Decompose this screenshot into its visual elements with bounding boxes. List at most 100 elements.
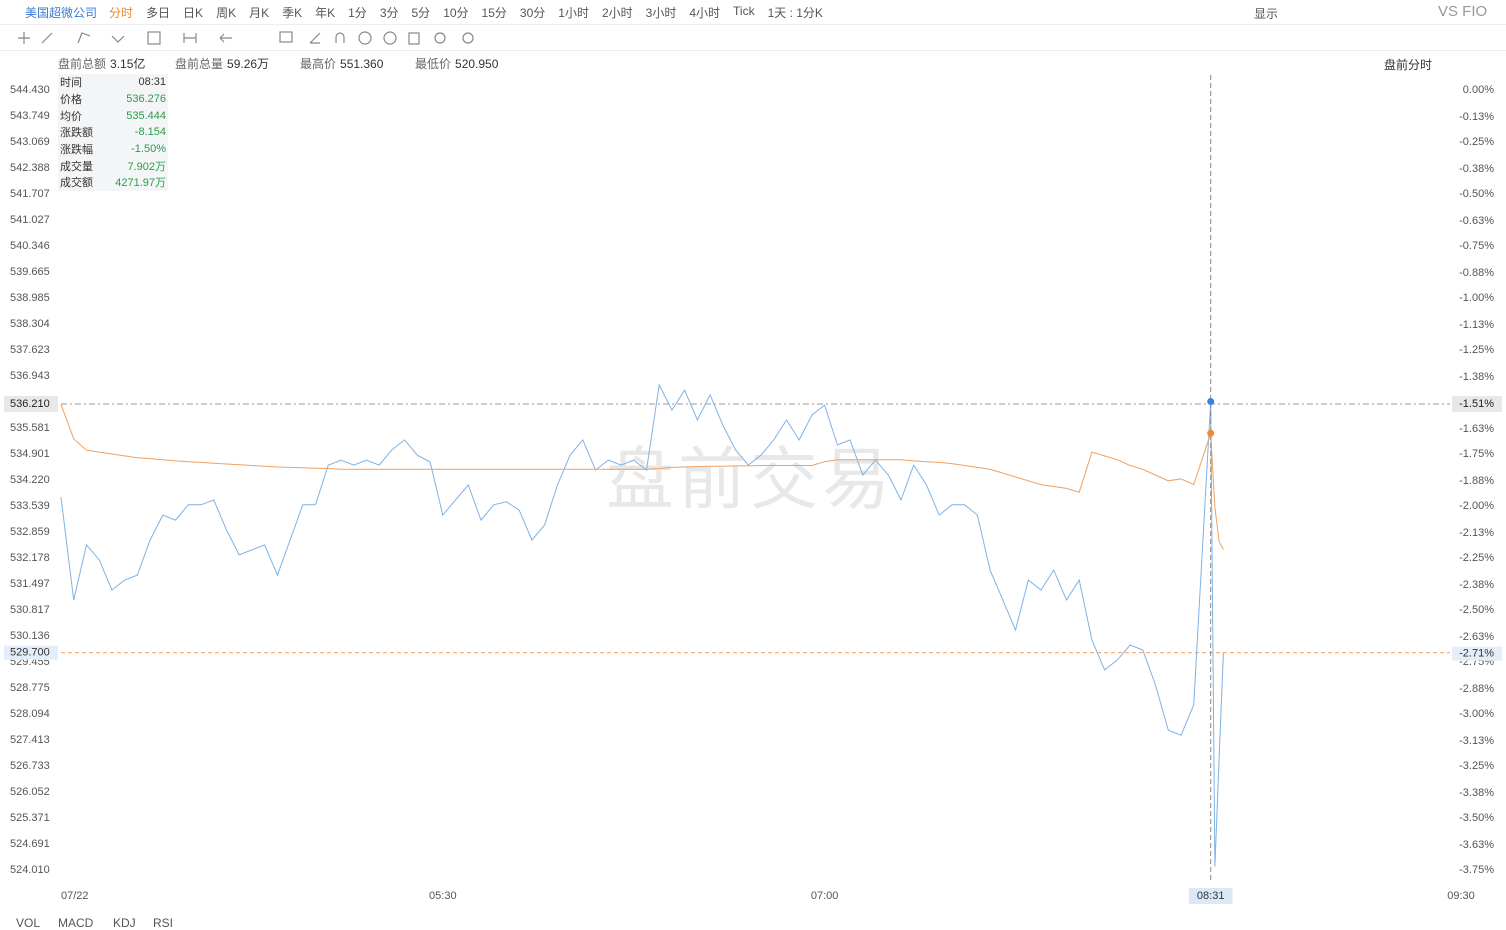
info-value: 4271.97万 bbox=[115, 177, 166, 190]
y-tick-label: 534.220 bbox=[10, 474, 50, 486]
pen-icon[interactable] bbox=[77, 32, 91, 44]
y2-tick-label: -0.75% bbox=[1459, 240, 1494, 252]
indicator-tab[interactable]: MACD bbox=[58, 916, 94, 930]
y-tick-label: 534.901 bbox=[10, 448, 50, 460]
y2-tick-label: 0.00% bbox=[1463, 84, 1494, 96]
reference-pct-bg bbox=[1452, 646, 1502, 661]
move-icon[interactable] bbox=[18, 32, 30, 44]
y-tick-label: 538.985 bbox=[10, 292, 50, 304]
watermark: 盘前交易 bbox=[606, 442, 894, 518]
y2-tick-label: -1.00% bbox=[1459, 292, 1494, 304]
period-tab[interactable]: 日K bbox=[183, 5, 204, 20]
line-icon[interactable] bbox=[41, 32, 53, 44]
reference-pct-label: -2.71% bbox=[1459, 648, 1494, 660]
magnet-icon[interactable] bbox=[335, 32, 345, 43]
eye-icon[interactable] bbox=[358, 31, 372, 45]
note-icon[interactable] bbox=[279, 31, 293, 43]
stat-label: 最高价 bbox=[300, 57, 337, 71]
y2-tick-label: -1.63% bbox=[1459, 423, 1494, 435]
y-tick-label: 542.388 bbox=[10, 162, 50, 174]
period-tab[interactable]: 2小时 bbox=[601, 5, 633, 20]
y-tick-label: 543.749 bbox=[10, 110, 50, 122]
period-tabs: 分时 多日 日K 周K 月K 季K 年K 1分 3分 5分 10分 15分 30分 1小时 2小时 3小时 4小… bbox=[109, 4, 823, 21]
x-tick-label: 07:00 bbox=[811, 890, 839, 902]
period-tab[interactable]: 月K bbox=[249, 5, 270, 20]
y-tick-label: 524.691 bbox=[10, 838, 50, 850]
period-tab[interactable]: 1分 bbox=[348, 5, 367, 20]
reference-label: 529.700 bbox=[10, 647, 50, 659]
y-tick-label: 527.413 bbox=[10, 734, 50, 746]
hide-icon[interactable] bbox=[383, 31, 397, 45]
info-label: 成交额 bbox=[60, 177, 93, 190]
period-tab[interactable]: 多日 bbox=[146, 5, 171, 20]
period-tab[interactable]: 10分 bbox=[443, 5, 469, 20]
indicator-tab[interactable]: VOL bbox=[16, 916, 41, 930]
y2-tick-label: -3.63% bbox=[1459, 839, 1494, 851]
period-tab[interactable]: 季K bbox=[282, 5, 303, 20]
mode-select[interactable]: 盘前分时 bbox=[1384, 58, 1433, 72]
y2-tick-label: -2.38% bbox=[1459, 579, 1494, 591]
stat-label: 盘前总额 bbox=[58, 57, 107, 71]
info-row: 价格 536.276 bbox=[58, 91, 168, 108]
symbol[interactable]: 美国超微公司 bbox=[25, 5, 98, 20]
period-tab[interactable]: 1天 : 1分K bbox=[767, 5, 823, 20]
y2-tick-label: -3.50% bbox=[1459, 812, 1494, 824]
period-tab[interactable]: Tick bbox=[733, 3, 755, 18]
period-tab[interactable]: 周K bbox=[216, 5, 237, 20]
y2-tick-label: -0.50% bbox=[1459, 188, 1494, 200]
y-tick-label: 526.733 bbox=[10, 760, 50, 772]
info-label: 均价 bbox=[60, 110, 82, 123]
period-tab[interactable]: 4小时 bbox=[689, 5, 721, 20]
period-tab[interactable]: 年K bbox=[315, 5, 336, 20]
y2-tick-label: -1.13% bbox=[1459, 319, 1494, 331]
y2-tick-label: -0.13% bbox=[1459, 111, 1494, 123]
y-tick-label: 533.539 bbox=[10, 500, 50, 512]
link-icon[interactable] bbox=[434, 32, 446, 44]
settings-icon[interactable] bbox=[462, 32, 474, 44]
measure-icon[interactable] bbox=[183, 33, 197, 43]
indicator-tab[interactable]: RSI bbox=[153, 916, 174, 930]
period-tab[interactable]: 5分 bbox=[411, 5, 431, 20]
stat: 最低价 520.950 bbox=[415, 55, 498, 72]
stat-label: 最低价 bbox=[415, 57, 452, 71]
y2-tick-label: -2.25% bbox=[1459, 552, 1494, 564]
indicator-tab[interactable]: KDJ bbox=[113, 916, 136, 930]
wave-icon[interactable] bbox=[111, 35, 125, 43]
info-value: 536.276 bbox=[126, 93, 166, 106]
y-tick-label: 526.052 bbox=[10, 786, 50, 798]
crosshair-dot bbox=[1207, 429, 1215, 437]
info-label: 涨跌额 bbox=[60, 127, 93, 140]
x-tick-label: 09:30 bbox=[1447, 890, 1475, 902]
y-tick-label: 528.775 bbox=[10, 682, 50, 694]
y-tick-label: 536.943 bbox=[10, 370, 50, 382]
y2-tick-label: -2.63% bbox=[1459, 631, 1494, 643]
trash-icon[interactable] bbox=[408, 32, 420, 45]
info-box: 时间 08:31 价格 536.276 均价 535.444 涨跌额 -8.154 涨跌幅 -1.… bbox=[58, 74, 168, 191]
y-tick-label: 525.371 bbox=[10, 812, 50, 824]
compare[interactable]: VS FIO bbox=[1438, 3, 1488, 20]
y-tick-label: 544.430 bbox=[10, 84, 50, 96]
period-tab[interactable]: 15分 bbox=[481, 5, 507, 20]
period-tab[interactable]: 30分 bbox=[519, 5, 546, 20]
info-row: 涨跌额 -8.154 bbox=[58, 124, 168, 141]
y-tick-label: 537.623 bbox=[10, 344, 50, 356]
period-tab[interactable]: 1小时 bbox=[558, 5, 589, 20]
info-row: 时间 08:31 bbox=[58, 74, 168, 91]
arrow-icon[interactable] bbox=[219, 33, 232, 43]
info-value: 535.444 bbox=[126, 109, 166, 122]
period-tab[interactable]: 3分 bbox=[379, 5, 399, 20]
stat-value: 520.950 bbox=[455, 57, 499, 71]
y2-tick-label: -1.75% bbox=[1459, 448, 1494, 460]
rect-icon[interactable] bbox=[147, 31, 161, 45]
period-tab[interactable]: 3小时 bbox=[645, 5, 677, 20]
period-tab[interactable]: 分时 bbox=[109, 5, 134, 20]
crosshair-pct-label: -1.51% bbox=[1459, 398, 1494, 410]
display-menu[interactable]: 显示 bbox=[1254, 7, 1279, 21]
angle-icon[interactable] bbox=[309, 32, 321, 44]
info-value: -1.50% bbox=[131, 143, 166, 156]
x-tick-label: 07/22 bbox=[61, 890, 89, 902]
y2-tick-label: -0.88% bbox=[1459, 267, 1494, 279]
stat-value: 59.26万 bbox=[227, 57, 270, 71]
y2-tick-label: -1.38% bbox=[1459, 371, 1494, 383]
